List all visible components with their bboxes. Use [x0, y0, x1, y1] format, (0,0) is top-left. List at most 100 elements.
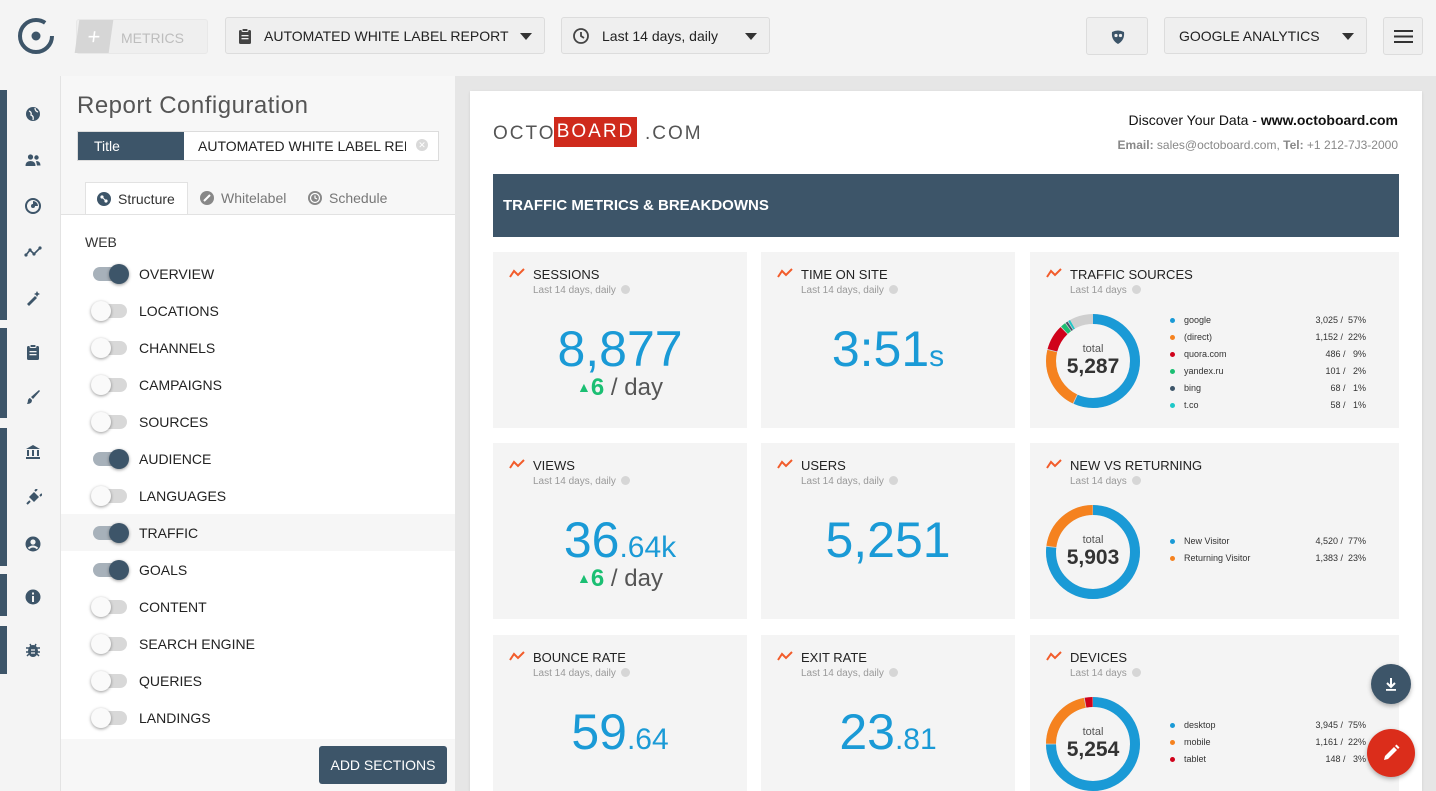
section-toggle-row[interactable]: CONTENT [61, 588, 455, 625]
account-circle-icon[interactable] [24, 535, 42, 553]
date-range-value: Last 14 days, daily [602, 28, 718, 44]
legend-value: 1,161 / 22% [1315, 737, 1366, 747]
menu-button[interactable] [1383, 17, 1423, 55]
card-exit-rate[interactable]: EXIT RATE Last 14 days, daily 23.81 [761, 635, 1015, 791]
info-icon[interactable] [24, 588, 42, 606]
toggle-knob [91, 671, 111, 691]
card-users[interactable]: USERS Last 14 days, daily 5,251 [761, 443, 1015, 619]
section-toggle-row[interactable]: SEARCH ENGINE [61, 625, 455, 662]
toggle-knob [91, 375, 111, 395]
users-icon[interactable] [24, 151, 42, 169]
section-toggle-row[interactable]: SOURCES [61, 403, 455, 440]
legend-item: 68 / 1% bing [1170, 382, 1370, 399]
legend-item: 1,383 / 23% Returning Visitor [1170, 552, 1370, 569]
theme-toggle-button[interactable] [1086, 17, 1148, 55]
toggle-switch[interactable] [91, 338, 127, 358]
section-toggle-row[interactable]: OVERVIEW [61, 255, 455, 292]
legend-value: 486 / 9% [1325, 349, 1366, 359]
edit-button[interactable] [1367, 729, 1415, 777]
toggle-label: CONTENT [139, 599, 207, 615]
card-devices[interactable]: DEVICES Last 14 days total 5,254 3,945 / … [1030, 635, 1399, 791]
download-button[interactable] [1371, 664, 1411, 704]
toggle-switch[interactable] [93, 449, 129, 469]
data-source-select[interactable]: GOOGLE ANALYTICS [1164, 17, 1367, 54]
rail-group-indicator [0, 574, 7, 616]
section-toggle-row[interactable]: LANGUAGES [61, 477, 455, 514]
card-traffic-sources[interactable]: TRAFFIC SOURCES Last 14 days total 5,287 … [1030, 252, 1399, 428]
legend-value: 4,520 / 77% [1315, 536, 1366, 546]
trend-icon [509, 459, 525, 469]
toggle-switch[interactable] [91, 301, 127, 321]
toggle-knob [91, 486, 111, 506]
bank-icon[interactable] [24, 443, 42, 461]
title-input[interactable]: AUTOMATED WHITE LABEL REPORT [198, 138, 406, 154]
info-icon [1131, 668, 1141, 677]
section-toggle-row[interactable]: GOALS [61, 551, 455, 588]
toggle-knob [109, 523, 129, 543]
chevron-down-icon [1342, 33, 1354, 40]
plug-icon[interactable] [24, 489, 42, 507]
toggle-switch[interactable] [91, 486, 127, 506]
rail-group-indicator [0, 626, 7, 674]
add-sections-button[interactable]: ADD SECTIONS [319, 746, 447, 784]
card-subtitle: Last 14 days [1070, 668, 1141, 679]
tab-structure[interactable]: Structure [85, 182, 188, 214]
section-toggle-row[interactable]: CAMPAIGNS [61, 366, 455, 403]
toggle-switch[interactable] [91, 597, 127, 617]
analytics-icon[interactable] [24, 197, 42, 215]
toggle-switch[interactable] [93, 264, 129, 284]
magic-wand-icon[interactable] [24, 289, 42, 307]
chevron-down-icon [745, 33, 757, 40]
section-toggle-row[interactable]: QUERIES [61, 662, 455, 699]
toggle-switch[interactable] [91, 634, 127, 654]
card-title: DEVICES [1070, 650, 1128, 665]
left-navigation-rail [0, 76, 60, 791]
toggle-switch[interactable] [91, 671, 127, 691]
report-select-value: AUTOMATED WHITE LABEL REPORT [264, 28, 509, 44]
section-toggle-row[interactable]: LOCATIONS [61, 292, 455, 329]
trend-line-icon[interactable] [24, 243, 42, 261]
info-icon [1131, 285, 1141, 294]
legend-value: 1,383 / 23% [1315, 553, 1366, 563]
legend-value: 68 / 1% [1330, 383, 1366, 393]
report-select[interactable]: AUTOMATED WHITE LABEL REPORT [225, 17, 545, 54]
section-toggle-row[interactable]: CHANNELS [61, 329, 455, 366]
card-subtitle: Last 14 days [1070, 285, 1141, 296]
toggle-label: TRAFFIC [139, 525, 199, 541]
plus-icon: + [74, 20, 114, 53]
date-range-select[interactable]: Last 14 days, daily [561, 17, 770, 54]
donut-segment--direct- [1046, 314, 1140, 408]
tab-whitelabel[interactable]: Whitelabel [189, 182, 298, 214]
toggle-switch[interactable] [91, 708, 127, 728]
tab-schedule[interactable]: Schedule [297, 182, 399, 214]
bounce-rate-value: 59.64 [571, 704, 669, 760]
clipboard-icon[interactable] [24, 343, 42, 361]
legend-item: 3,945 / 75% desktop [1170, 719, 1370, 736]
toggle-switch[interactable] [91, 412, 127, 432]
card-time-on-site[interactable]: TIME ON SITE Last 14 days, daily 3:51s [761, 252, 1015, 428]
info-icon [888, 285, 898, 294]
card-sessions[interactable]: SESSIONS Last 14 days, daily 8,877 ▲6 / … [493, 252, 747, 428]
donut-total-value: 5,903 [1067, 546, 1120, 569]
toggle-switch[interactable] [93, 523, 129, 543]
donut-total-value: 5,287 [1067, 355, 1120, 378]
toggle-label: SOURCES [139, 414, 209, 430]
section-toggle-row[interactable]: TRAFFIC [61, 514, 455, 551]
section-toggle-row[interactable]: LANDINGS [61, 699, 455, 736]
clear-icon[interactable]: ✕ [416, 139, 428, 151]
add-metrics-button[interactable]: + METRICS [74, 19, 208, 54]
toggle-switch[interactable] [93, 560, 129, 580]
bug-icon[interactable] [24, 641, 42, 659]
card-views[interactable]: VIEWS Last 14 days, daily 36.64k ▲6 / da… [493, 443, 747, 619]
card-bounce-rate[interactable]: BOUNCE RATE Last 14 days, daily 59.64 [493, 635, 747, 791]
info-icon [888, 476, 898, 485]
section-toggle-row[interactable]: AUDIENCE [61, 440, 455, 477]
toggle-switch[interactable] [91, 375, 127, 395]
octoboard-logo-icon[interactable] [16, 16, 56, 56]
legend-value: 3,945 / 75% [1315, 720, 1366, 730]
chevron-down-icon [520, 33, 532, 40]
toggle-knob [109, 560, 129, 580]
brush-icon[interactable] [24, 388, 42, 406]
globe-icon[interactable] [24, 105, 42, 123]
card-new-vs-returning[interactable]: NEW VS RETURNING Last 14 days total 5,903… [1030, 443, 1399, 619]
